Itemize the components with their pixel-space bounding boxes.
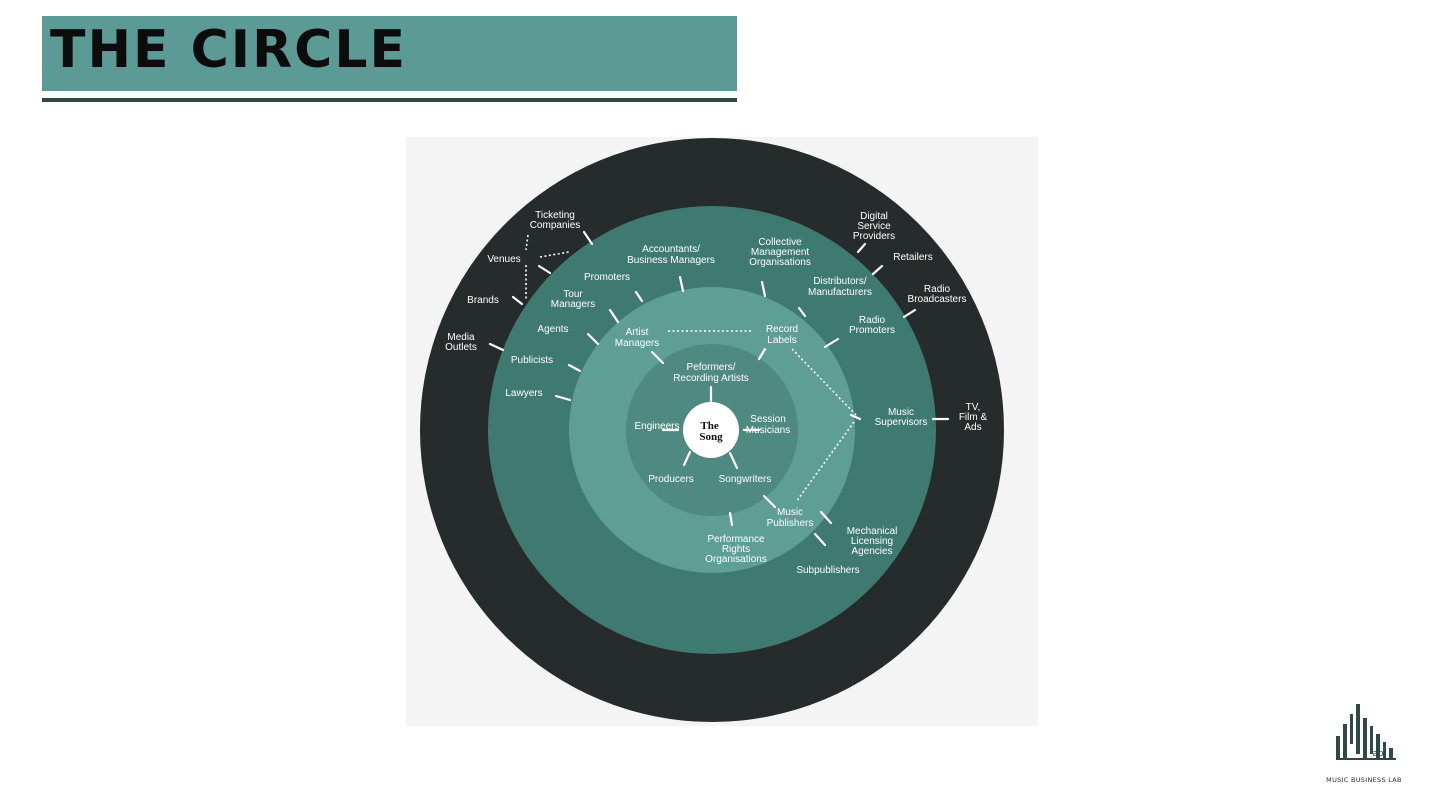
label-mechanical: Mechanical Licensing Agencies <box>847 526 898 557</box>
label-media-outlets: Media Outlets <box>445 332 477 353</box>
label-cmos: Collective Management Organisations <box>749 237 811 268</box>
slide-title: THE CIRCLE <box>50 20 407 80</box>
center-label: The Song <box>699 420 723 443</box>
label-performers: Peformers/Recording Artists <box>673 362 749 384</box>
label-venues: Venues <box>487 254 520 265</box>
label-distributors: Distributors/Manufacturers <box>808 276 872 298</box>
label-session-musicians: Session Musicians <box>746 414 790 436</box>
logo-caption: MUSIC BUSINESS LAB <box>1326 776 1402 784</box>
dotted-relationships <box>525 234 858 503</box>
label-brands: Brands <box>467 295 499 306</box>
label-dsps: Digital Service Providers <box>853 211 895 242</box>
label-songwriters: Songwriters <box>719 474 772 485</box>
music-industry-circle-diagram: The Song Engineers Session Musicians Prod… <box>406 137 1038 726</box>
inner-ring-labels: Engineers Session Musicians Producers Son… <box>634 414 790 485</box>
label-publicists: Publicists <box>511 355 553 366</box>
label-lawyers: Lawyers <box>505 388 542 399</box>
title-banner: THE CIRCLE <box>42 16 737 91</box>
label-pros: Performance Rights Organisations <box>705 534 767 565</box>
label-record-labels: Record Labels <box>766 324 798 346</box>
label-artist-managers: Artist Managers <box>615 327 659 349</box>
music-business-lab-logo: ab MUSIC BUSINESS LAB <box>1318 696 1410 791</box>
label-producers: Producers <box>648 474 694 485</box>
title-underline <box>42 98 737 102</box>
label-accountants: Accountants/Business Managers <box>627 244 715 266</box>
label-tv-film-ads: TV, Film & Ads <box>959 402 988 433</box>
logo-mark: ab <box>1336 704 1396 760</box>
label-ticketing: Ticketing Companies <box>530 210 581 231</box>
label-tour-managers: Tour Managers <box>551 289 595 310</box>
label-retailers: Retailers <box>893 252 932 263</box>
label-agents: Agents <box>537 324 568 335</box>
core-ring-labels: Peformers/Recording Artists Artist Manage… <box>615 324 814 565</box>
label-promoters: Promoters <box>584 272 630 283</box>
label-music-supervisors: Music Supervisors <box>875 407 928 428</box>
label-music-publishers: Music Publishers <box>767 507 814 529</box>
song-center <box>683 402 739 458</box>
label-radio-broadcasters: Radio Broadcasters <box>908 284 967 305</box>
label-subpublishers: Subpublishers <box>796 565 859 576</box>
connector-ticks <box>488 230 950 547</box>
industry-ring-labels: Ticketing Companies Venues Promoters Acco… <box>487 210 927 576</box>
label-engineers: Engineers <box>634 421 679 432</box>
svg-text:ab: ab <box>1372 749 1384 759</box>
label-radio-promoters: Radio Promoters <box>849 315 895 336</box>
outer-ring-labels: Digital Service Providers Retailers Radio B… <box>445 211 987 433</box>
